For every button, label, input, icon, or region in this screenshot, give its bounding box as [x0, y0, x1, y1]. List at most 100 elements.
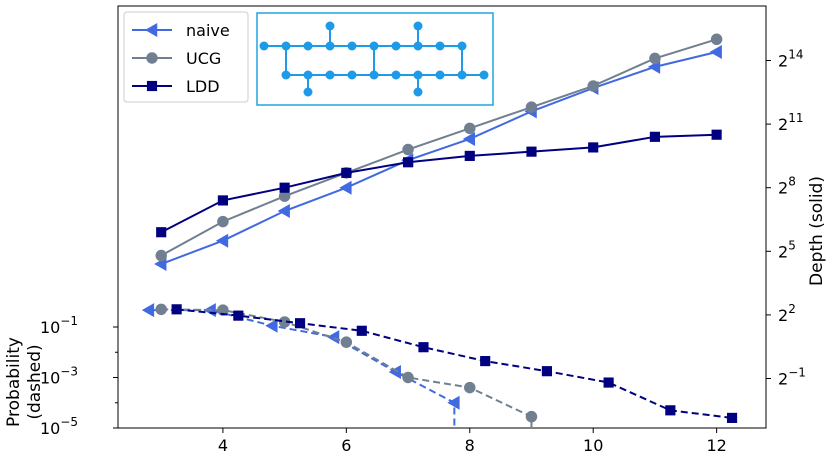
probability-point-naive	[447, 395, 460, 410]
right-tick-exponent: 14	[788, 48, 803, 62]
depth-point-LDD	[649, 131, 660, 142]
depth-point-naive	[215, 233, 229, 248]
probability-point-naive	[388, 364, 401, 379]
depth-point-naive	[709, 45, 722, 60]
right-tick-exponent: 5	[788, 238, 796, 252]
inset-node	[413, 87, 423, 97]
left-tick-label: 10−5	[40, 415, 78, 438]
depth-point-LDD	[526, 146, 537, 157]
probability-point-LDD	[665, 405, 676, 416]
probability-point-LDD	[356, 325, 367, 336]
depth-point-UCG	[217, 215, 229, 228]
right-tick-label: 25	[778, 238, 796, 261]
probability-point-naive	[327, 330, 340, 345]
inset-node	[391, 70, 401, 80]
right-tick-label: 28	[778, 175, 796, 198]
x-tick-label: 12	[706, 436, 726, 455]
depth-line-UCG	[160, 38, 717, 257]
plot-border	[117, 5, 767, 429]
inset-node	[347, 41, 357, 51]
depth-line-naive	[160, 51, 717, 265]
depth-point-LDD	[341, 167, 352, 178]
depth-point-LDD	[464, 150, 475, 161]
left-tick-label: 10−1	[40, 314, 78, 337]
depth-point-LDD	[279, 182, 290, 193]
legend-marker-LDD	[146, 80, 158, 92]
depth-point-LDD	[588, 142, 599, 153]
probability-point-UCG	[340, 336, 353, 348]
right-tick-exponent: 2	[788, 302, 796, 316]
inset-node	[303, 41, 313, 51]
x-tick-label: 8	[465, 436, 475, 455]
depth-point-UCG	[464, 122, 476, 135]
legend-label-LDD: LDD	[186, 77, 220, 96]
probability-line-UCG	[161, 308, 533, 428]
probability-point-naive	[265, 318, 278, 333]
legend-marker-naive	[145, 23, 158, 37]
probability-point-UCG	[155, 303, 167, 316]
plot-frame	[117, 5, 767, 429]
depth-point-naive	[339, 180, 352, 195]
probability-point-LDD	[418, 342, 429, 353]
probability-point-LDD	[480, 356, 491, 367]
depth-point-UCG	[278, 190, 291, 202]
right-tick-exponent: 11	[788, 111, 803, 125]
inset-node	[391, 41, 401, 51]
probability-point-UCG	[217, 304, 229, 316]
inset-node	[259, 41, 269, 51]
depth-point-UCG	[402, 143, 414, 156]
x-tick-label: 10	[583, 436, 603, 455]
right-axis-label: Depth (solid)	[807, 176, 827, 286]
depth-point-LDD	[402, 157, 414, 168]
probability-point-UCG	[278, 316, 291, 328]
inset-node	[435, 70, 445, 80]
right-tick-exponent: 8	[788, 175, 796, 189]
depth-point-UCG	[587, 80, 599, 92]
probability-point-UCG	[402, 371, 414, 384]
x-tick-label: 6	[341, 436, 351, 455]
probability-line-LDD	[176, 308, 733, 419]
depth-series-group	[154, 33, 723, 272]
inset-node	[347, 70, 357, 80]
inset-node	[303, 87, 313, 97]
probability-point-LDD	[233, 310, 244, 321]
left-tick-exponent: −3	[60, 365, 78, 379]
depth-point-LDD	[217, 195, 228, 206]
x-axis-ticks: 4 6 8 10 12	[218, 428, 727, 455]
depth-line-LDD	[160, 133, 717, 234]
x-tick-label: 4	[218, 436, 228, 455]
depth-point-UCG	[525, 101, 538, 113]
legend-marker-UCG	[146, 52, 158, 64]
right-axis-ticks: 214 211 28 25 222 −1	[766, 48, 806, 389]
legend-label-naive: naive	[186, 21, 230, 40]
right-tick-label: 214	[778, 48, 803, 71]
left-tick-exponent: −5	[60, 415, 78, 429]
depth-point-UCG	[649, 52, 661, 65]
inset-node	[413, 41, 423, 51]
depth-point-LDD	[156, 227, 167, 238]
inset-node	[479, 70, 489, 80]
probability-series-group	[141, 303, 738, 428]
inset-node	[303, 70, 313, 80]
depth-point-naive	[277, 204, 290, 219]
probability-point-LDD	[726, 412, 738, 423]
legend: naive UCG LDD	[123, 11, 249, 103]
inset-node	[413, 70, 423, 80]
inset-node	[435, 41, 445, 51]
left-axis-label-line1: Probability	[4, 337, 24, 427]
inset-node	[325, 41, 335, 51]
probability-point-UCG	[464, 381, 476, 394]
inset-node	[325, 70, 335, 80]
legend-label-UCG: UCG	[186, 49, 221, 68]
right-tick-label: 22	[778, 302, 796, 325]
right-tick-exponent: −1	[788, 366, 806, 380]
left-axis-label-line2: (dashed)	[25, 344, 45, 419]
probability-point-UCG	[525, 410, 538, 423]
depth-point-LDD	[711, 129, 722, 140]
left-tick-label: 10−3	[40, 365, 78, 388]
probability-point-LDD	[171, 304, 182, 315]
right-tick-label: 211	[778, 111, 803, 134]
probability-point-LDD	[541, 366, 552, 377]
left-axis-ticks: 10−1 10−3 10−5	[40, 314, 118, 438]
